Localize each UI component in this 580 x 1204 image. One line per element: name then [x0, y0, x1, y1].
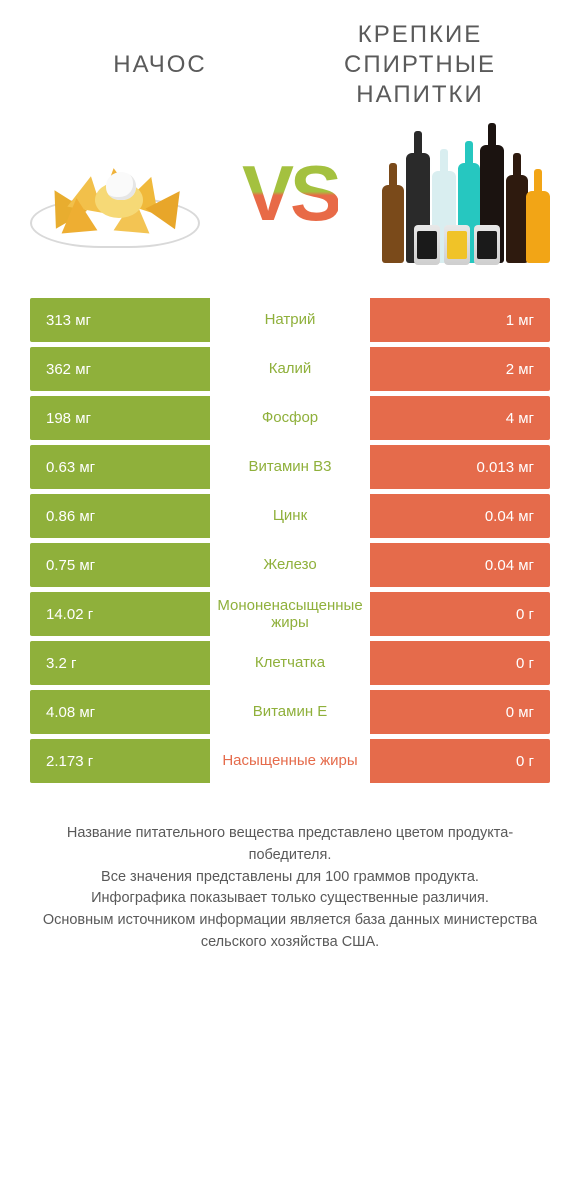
value-right: 0.04 мг — [370, 543, 550, 587]
value-right: 1 мг — [370, 298, 550, 342]
value-left: 362 мг — [30, 347, 210, 391]
bottles-illustration — [380, 128, 550, 258]
title-left: НАЧОС — [30, 51, 290, 79]
value-right: 0 мг — [370, 690, 550, 734]
footnote-line: Инфографика показывает только существенн… — [36, 888, 544, 910]
value-left: 0.86 мг — [30, 494, 210, 538]
value-right: 0 г — [370, 592, 550, 636]
title-right: КРЕПКИЕ СПИРТНЫЕ НАПИТКИ — [290, 20, 550, 110]
nutrient-label: Витамин E — [210, 690, 370, 734]
nutrient-label: Цинк — [210, 494, 370, 538]
vs-label: VS — [242, 148, 338, 239]
infographic: НАЧОС КРЕПКИЕ СПИРТНЫЕ НАПИТКИ VS — [0, 0, 580, 984]
table-row: 362 мгКалий2 мг — [30, 347, 550, 391]
value-left: 313 мг — [30, 298, 210, 342]
comparison-table: 313 мгНатрий1 мг 362 мгКалий2 мг 198 мгФос… — [30, 298, 550, 783]
value-right: 2 мг — [370, 347, 550, 391]
nutrient-label: Натрий — [210, 298, 370, 342]
value-left: 2.173 г — [30, 739, 210, 783]
value-right: 0 г — [370, 739, 550, 783]
nutrient-label: Железо — [210, 543, 370, 587]
nutrient-label: Калий — [210, 347, 370, 391]
footnotes: Название питательного вещества представл… — [30, 823, 550, 954]
value-left: 0.75 мг — [30, 543, 210, 587]
footnote-line: Все значения представлены для 100 граммо… — [36, 867, 544, 889]
value-right: 0 г — [370, 641, 550, 685]
nutrient-label: Витамин B3 — [210, 445, 370, 489]
table-row: 198 мгФосфор4 мг — [30, 396, 550, 440]
value-right: 4 мг — [370, 396, 550, 440]
nachos-illustration — [30, 128, 200, 258]
table-row: 4.08 мгВитамин E0 мг — [30, 690, 550, 734]
value-left: 14.02 г — [30, 592, 210, 636]
table-row: 0.63 мгВитамин B30.013 мг — [30, 445, 550, 489]
nutrient-label: Мононенасыщенные жиры — [210, 592, 370, 636]
footnote-line: Основным источником информации является … — [36, 910, 544, 954]
value-right: 0.04 мг — [370, 494, 550, 538]
value-right: 0.013 мг — [370, 445, 550, 489]
nutrient-label: Клетчатка — [210, 641, 370, 685]
value-left: 3.2 г — [30, 641, 210, 685]
footnote-line: Название питательного вещества представл… — [36, 823, 544, 867]
header: НАЧОС КРЕПКИЕ СПИРТНЫЕ НАПИТКИ — [30, 20, 550, 110]
table-row: 313 мгНатрий1 мг — [30, 298, 550, 342]
table-row: 0.75 мгЖелезо0.04 мг — [30, 543, 550, 587]
nutrient-label: Насыщенные жиры — [210, 739, 370, 783]
table-row: 2.173 гНасыщенные жиры0 г — [30, 739, 550, 783]
nutrient-label: Фосфор — [210, 396, 370, 440]
value-left: 4.08 мг — [30, 690, 210, 734]
table-row: 0.86 мгЦинк0.04 мг — [30, 494, 550, 538]
table-row: 14.02 гМононенасыщенные жиры0 г — [30, 592, 550, 636]
value-left: 198 мг — [30, 396, 210, 440]
hero-row: VS — [30, 128, 550, 258]
table-row: 3.2 гКлетчатка0 г — [30, 641, 550, 685]
value-left: 0.63 мг — [30, 445, 210, 489]
